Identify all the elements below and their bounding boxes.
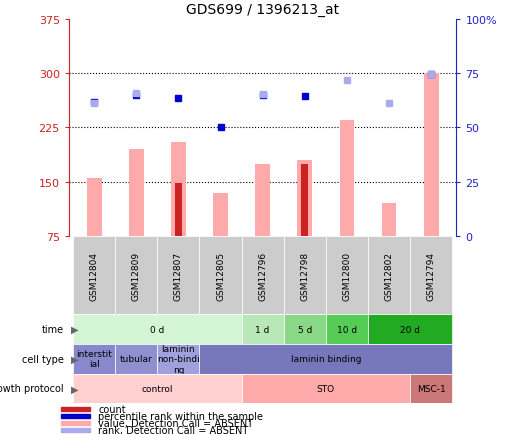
Bar: [409, 374, 451, 403]
Text: 5 d: 5 d: [297, 325, 312, 334]
Bar: [297, 161, 312, 237]
Text: GSM12798: GSM12798: [300, 251, 308, 300]
Bar: [325, 237, 367, 315]
Text: GSM12807: GSM12807: [174, 251, 183, 300]
Bar: [241, 315, 283, 344]
Text: GSM12800: GSM12800: [342, 251, 351, 300]
Bar: [73, 315, 241, 344]
Bar: [283, 237, 325, 315]
Bar: [381, 204, 395, 237]
Bar: [199, 237, 241, 315]
Text: time: time: [42, 325, 64, 334]
Bar: [115, 237, 157, 315]
Bar: [175, 184, 181, 237]
Bar: [301, 164, 307, 237]
Text: growth protocol: growth protocol: [0, 384, 64, 393]
Text: 0 d: 0 d: [150, 325, 164, 334]
Bar: [157, 237, 199, 315]
Text: ▶: ▶: [71, 325, 79, 334]
Bar: [325, 315, 367, 344]
Bar: [367, 315, 451, 344]
Title: GDS699 / 1396213_at: GDS699 / 1396213_at: [186, 3, 338, 17]
Text: STO: STO: [316, 384, 334, 393]
Bar: [241, 374, 409, 403]
Bar: [115, 344, 157, 374]
Bar: [157, 344, 199, 374]
Bar: [423, 74, 438, 237]
Text: rank, Detection Call = ABSENT: rank, Detection Call = ABSENT: [98, 425, 248, 434]
Bar: [73, 237, 115, 315]
Text: ▶: ▶: [71, 384, 79, 393]
Bar: [73, 344, 115, 374]
Text: 10 d: 10 d: [336, 325, 356, 334]
Text: laminin
non-bindi
ng: laminin non-bindi ng: [157, 344, 200, 374]
Text: GSM12804: GSM12804: [90, 251, 98, 300]
Bar: [61, 407, 90, 411]
Text: GSM12796: GSM12796: [258, 251, 267, 300]
Bar: [213, 193, 228, 237]
Bar: [255, 164, 269, 237]
Text: GSM12794: GSM12794: [426, 251, 435, 300]
Text: laminin binding: laminin binding: [290, 355, 360, 363]
Bar: [171, 142, 185, 237]
Text: percentile rank within the sample: percentile rank within the sample: [98, 411, 263, 421]
Text: count: count: [98, 404, 126, 414]
Text: 20 d: 20 d: [400, 325, 419, 334]
Text: GSM12809: GSM12809: [131, 251, 140, 300]
Bar: [61, 428, 90, 432]
Bar: [73, 374, 241, 403]
Text: MSC-1: MSC-1: [416, 384, 445, 393]
Text: ▶: ▶: [71, 354, 79, 364]
Bar: [129, 150, 144, 237]
Bar: [199, 344, 451, 374]
Text: interstit
ial: interstit ial: [76, 349, 112, 368]
Text: GSM12805: GSM12805: [216, 251, 224, 300]
Text: cell type: cell type: [22, 354, 64, 364]
Text: 1 d: 1 d: [255, 325, 269, 334]
Text: tubular: tubular: [120, 355, 152, 363]
Bar: [339, 121, 354, 237]
Bar: [409, 237, 451, 315]
Bar: [241, 237, 283, 315]
Text: control: control: [142, 384, 173, 393]
Bar: [283, 315, 325, 344]
Text: GSM12802: GSM12802: [384, 251, 393, 300]
Text: value, Detection Call = ABSENT: value, Detection Call = ABSENT: [98, 418, 253, 428]
Bar: [61, 421, 90, 425]
Bar: [367, 237, 409, 315]
Bar: [87, 179, 101, 237]
Bar: [61, 414, 90, 418]
